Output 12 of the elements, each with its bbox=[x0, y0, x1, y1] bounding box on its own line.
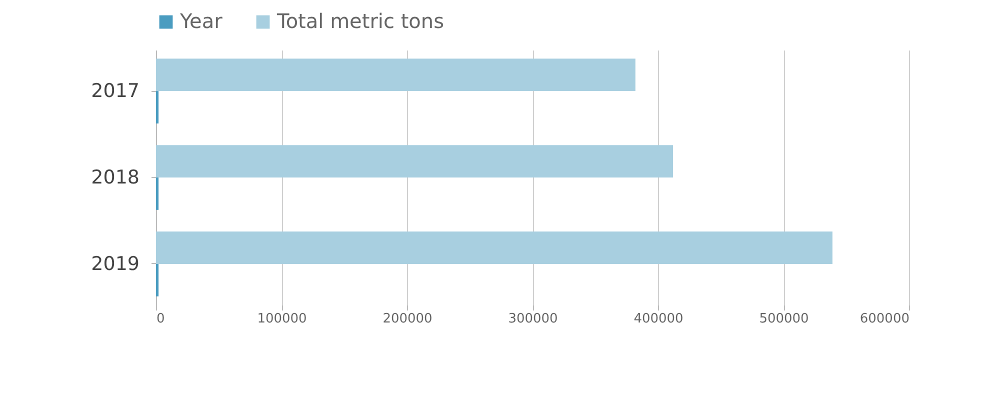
x-tick-label: 400000 bbox=[634, 312, 684, 326]
x-tick-label: 600000 bbox=[860, 312, 910, 326]
x-tick-label: 500000 bbox=[759, 312, 809, 326]
x-tick-label: 100000 bbox=[257, 312, 307, 326]
legend-label: Year bbox=[179, 9, 224, 33]
x-tick-label: 0 bbox=[156, 312, 165, 326]
y-tick-label: 2019 bbox=[91, 252, 140, 275]
x-tick-label: 200000 bbox=[382, 312, 432, 326]
y-tick-label: 2018 bbox=[91, 166, 140, 188]
legend-label: Total metric tons bbox=[276, 9, 444, 33]
y-tick-label: 2017 bbox=[91, 80, 140, 102]
x-tick-label: 300000 bbox=[508, 312, 558, 326]
